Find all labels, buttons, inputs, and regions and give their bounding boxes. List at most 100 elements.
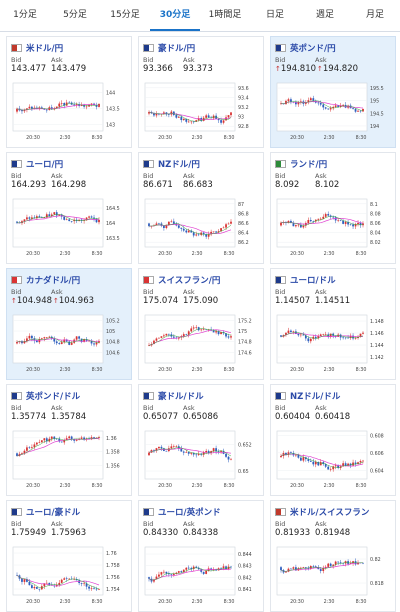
candle-body xyxy=(58,438,61,442)
card-header: NZドル/ドル xyxy=(275,389,340,402)
candle-body xyxy=(312,98,315,101)
candle-body xyxy=(217,331,220,335)
pair-name-link[interactable]: ユーロ/ドル xyxy=(290,275,336,286)
candle-body xyxy=(309,460,312,462)
pair-name-link[interactable]: 英ポンド/円 xyxy=(290,43,336,54)
y-tick-label: 104.6 xyxy=(106,350,120,356)
candle-body xyxy=(170,221,173,223)
mini-candlestick-chart: 0.652 0.65 20:30 2:30 8:30 xyxy=(144,430,252,489)
candle-body xyxy=(195,454,198,456)
rate-card[interactable]: ユーロ/豪ドル Bid Ask 1.75949 1.75963 1.76 1.758 1.75… xyxy=(6,500,132,612)
candle-body xyxy=(177,116,180,118)
candle-body xyxy=(65,438,68,441)
y-tick-label: 174.8 xyxy=(238,340,252,346)
tab-0[interactable]: 1分足 xyxy=(13,10,37,20)
x-tick-label: 20:30 xyxy=(158,251,172,257)
candle-body xyxy=(205,570,208,574)
rate-card[interactable]: スイスフラン/円 Bid Ask 175.074 175.090 175.2 175 174.… xyxy=(138,268,264,380)
tab-6[interactable]: 週足 xyxy=(315,10,334,20)
rate-card[interactable]: 米ドル/スイスフラン Bid Ask 0.81933 0.81948 0.82 0.818 2… xyxy=(270,500,396,612)
rate-card[interactable]: ランド/円 Bid Ask 8.092 8.102 8.1 8.08 8.06 8.04 8.02… xyxy=(270,152,396,264)
rate-card[interactable]: カナダドル/円 Bid Ask ↑104.948 ↑104.963 105.2 105 104… xyxy=(6,268,132,380)
rate-card[interactable]: 豪ドル/円 Bid Ask 93.366 93.373 93.6 93.4 93.2 93 92.… xyxy=(138,36,264,148)
pair-name-link[interactable]: ユーロ/豪ドル xyxy=(26,507,81,518)
candle-body xyxy=(21,110,23,112)
y-tick-label: 1.76 xyxy=(106,551,117,557)
pair-name-link[interactable]: 豪ドル/円 xyxy=(158,43,196,54)
rate-card[interactable]: ユーロ/英ポンド Bid Ask 0.84330 0.84338 0.844 0.843 0.… xyxy=(138,500,264,612)
y-tick-label: 194.5 xyxy=(370,111,384,117)
card-header: 米ドル/スイスフラン xyxy=(275,505,369,518)
y-tick-label: 8.1 xyxy=(370,202,378,208)
pair-name-link[interactable]: スイスフラン/円 xyxy=(158,275,221,286)
candle-body xyxy=(38,442,41,443)
currency-flag-icon xyxy=(143,159,154,168)
candle-body xyxy=(292,222,295,227)
rate-card[interactable]: 米ドル/円 Bid Ask 143.477 143.479 144 143.5 143 20:3… xyxy=(6,36,132,148)
rate-card[interactable]: NZドル/円 Bid Ask 86.671 86.683 87 86.8 86.6 86.4 86… xyxy=(138,152,264,264)
moving-average-line xyxy=(148,111,232,121)
rate-card[interactable]: 英ポンド/円 Bid Ask ↑194.810 ↑194.820 195.5 195 194.… xyxy=(270,36,396,148)
candle-body xyxy=(158,574,160,577)
candle-body xyxy=(43,583,46,587)
pair-name-link[interactable]: 豪ドル/ドル xyxy=(158,391,204,402)
candle-body xyxy=(185,118,188,122)
ask-label: Ask xyxy=(183,520,195,528)
candle-body xyxy=(339,105,342,107)
rate-card[interactable]: 豪ドル/ドル Bid Ask 0.65077 0.65086 0.652 0.65 20:30… xyxy=(138,384,264,496)
candle-body xyxy=(65,339,68,342)
bid-label: Bid xyxy=(143,56,154,64)
candle-body xyxy=(357,222,359,225)
candle-body xyxy=(187,451,190,454)
moving-average-line xyxy=(16,214,100,224)
candle-body xyxy=(322,334,325,336)
tab-4[interactable]: 1時間足 xyxy=(208,10,242,20)
candle-body xyxy=(16,453,18,457)
candle-body xyxy=(212,330,215,333)
rate-card[interactable]: ユーロ/円 Bid Ask 164.293 164.298 164.5 164 163.5 20… xyxy=(6,152,132,264)
rate-card[interactable]: 英ポンド/ドル Bid Ask 1.35774 1.35784 1.36 1.358 1.35… xyxy=(6,384,132,496)
candle-body xyxy=(192,566,195,569)
x-tick-label: 20:30 xyxy=(26,251,40,257)
tab-3[interactable]: 30分足 xyxy=(150,0,200,31)
tab-2[interactable]: 15分足 xyxy=(110,10,140,20)
candle-body xyxy=(302,567,305,568)
pair-name-link[interactable]: NZドル/円 xyxy=(158,159,200,170)
pair-name-link[interactable]: NZドル/ドル xyxy=(290,391,341,402)
tab-1[interactable]: 5分足 xyxy=(63,10,87,20)
pair-name-link[interactable]: カナダドル/円 xyxy=(26,275,81,286)
pair-name-link[interactable]: 米ドル/円 xyxy=(26,43,64,54)
currency-flag-icon xyxy=(11,159,22,168)
candle-body xyxy=(359,333,362,337)
card-header: ユーロ/英ポンド xyxy=(143,505,221,518)
pair-name-link[interactable]: ユーロ/英ポンド xyxy=(158,507,221,518)
candle-body xyxy=(280,222,282,226)
x-tick-label: 20:30 xyxy=(290,251,304,257)
rate-card[interactable]: ユーロ/ドル Bid Ask 1.14507 1.14511 1.148 1.146 1.14… xyxy=(270,268,396,380)
moving-average-line xyxy=(16,337,100,343)
candle-body xyxy=(354,462,357,464)
candle-body xyxy=(200,329,203,331)
x-tick-label: 8:30 xyxy=(356,251,367,257)
candle-body xyxy=(55,341,58,344)
pair-name-link[interactable]: ランド/円 xyxy=(290,159,328,170)
pair-name-link[interactable]: 米ドル/スイスフラン xyxy=(290,507,370,518)
candle-body xyxy=(319,218,322,220)
candle-body xyxy=(285,332,287,335)
bid-label: Bid xyxy=(11,172,22,180)
x-tick-label: 8:30 xyxy=(224,135,235,141)
tab-7[interactable]: 月足 xyxy=(365,10,384,20)
candle-body xyxy=(192,327,195,329)
candle-body xyxy=(23,219,26,222)
candle-body xyxy=(285,571,287,573)
chart-frame xyxy=(12,82,104,132)
candle-body xyxy=(33,338,36,341)
pair-name-link[interactable]: ユーロ/円 xyxy=(26,159,64,170)
pair-name-link[interactable]: 英ポンド/ドル xyxy=(26,391,81,402)
candle-body xyxy=(45,109,48,111)
rate-card[interactable]: NZドル/ドル Bid Ask 0.60404 0.60418 0.608 0.606 0.6… xyxy=(270,384,396,496)
tab-5[interactable]: 日足 xyxy=(265,10,284,20)
moving-average-line xyxy=(148,567,232,581)
candle-body xyxy=(197,567,200,570)
bid-value: 8.092 xyxy=(275,180,300,190)
